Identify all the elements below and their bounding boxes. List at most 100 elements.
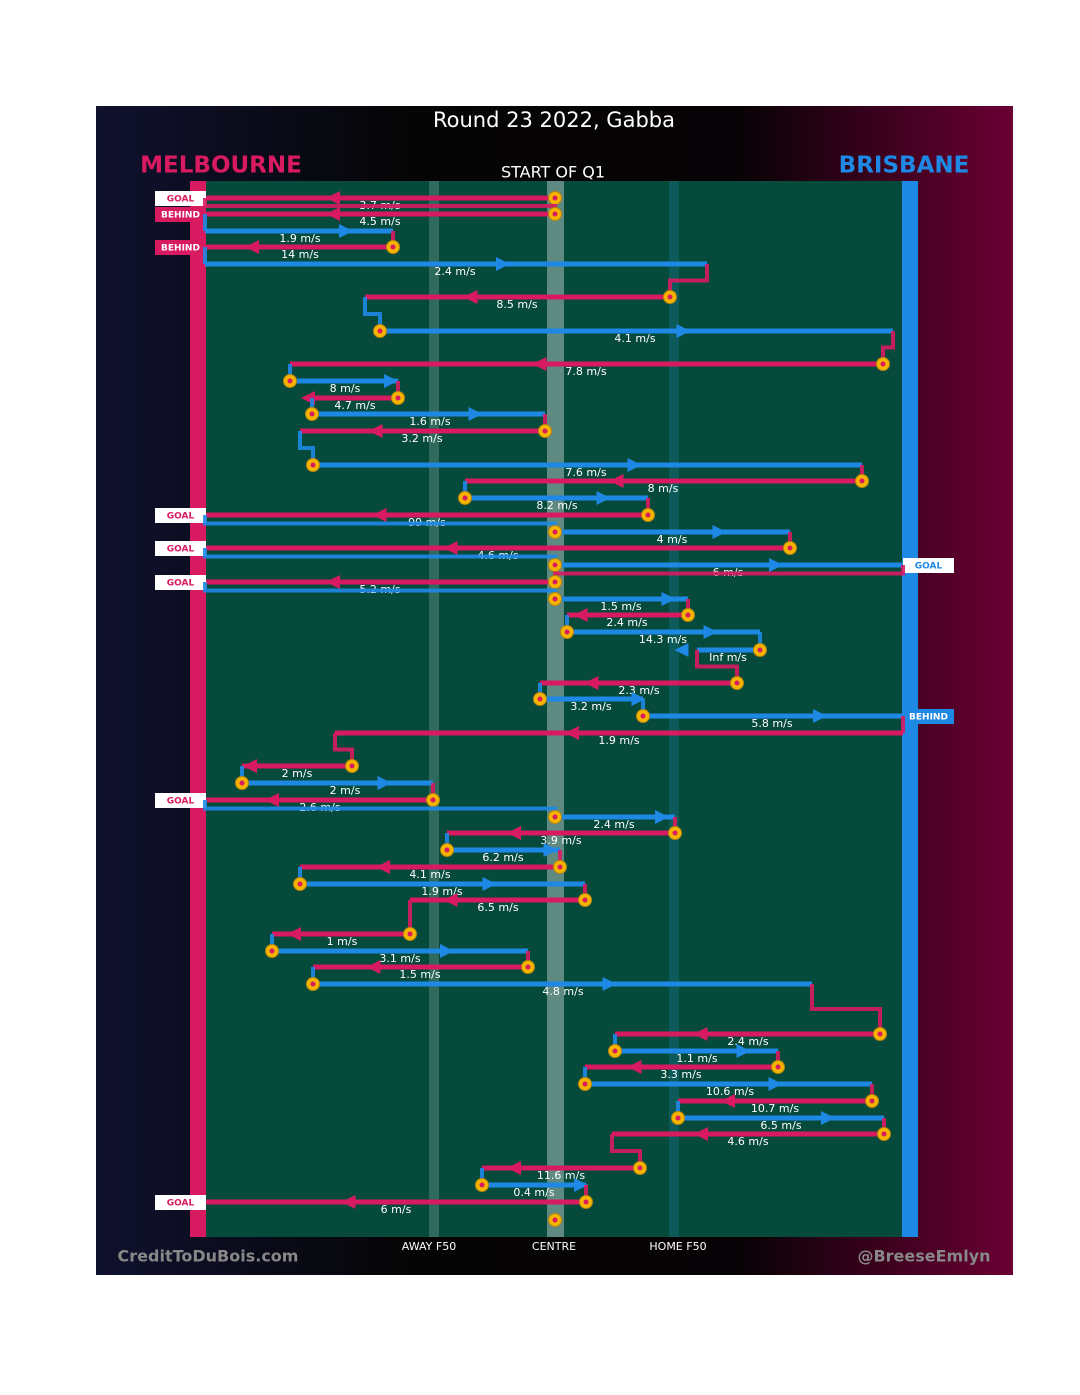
stoppage-dot bbox=[734, 680, 740, 686]
outcome-badge bbox=[155, 207, 206, 222]
outcome-label: BEHIND bbox=[161, 211, 200, 221]
stoppage-dot bbox=[269, 948, 275, 954]
stoppage-dot bbox=[775, 1064, 781, 1070]
stoppage-dot bbox=[672, 830, 678, 836]
stoppage-dot bbox=[552, 211, 558, 217]
stoppage-dot bbox=[287, 378, 293, 384]
arrow bbox=[468, 407, 483, 421]
arrow bbox=[602, 977, 617, 991]
speed-label: 6.5 m/s bbox=[477, 901, 518, 914]
stoppage-dot bbox=[667, 294, 673, 300]
stoppage-dot bbox=[297, 881, 303, 887]
stoppage-dot bbox=[645, 512, 651, 518]
arrow bbox=[703, 625, 718, 639]
stoppage-dot bbox=[552, 529, 558, 535]
arrow bbox=[712, 525, 727, 539]
speed-label: 8.2 m/s bbox=[536, 499, 577, 512]
arrow bbox=[440, 944, 454, 958]
subtitle: START OF Q1 bbox=[501, 163, 605, 182]
arrow bbox=[326, 191, 340, 205]
arrow bbox=[443, 893, 458, 907]
credit: @BreeseEmlyn bbox=[857, 1247, 990, 1266]
speed-label: 1.9 m/s bbox=[598, 734, 639, 747]
outcome-label: BEHIND bbox=[161, 244, 200, 254]
arrow bbox=[565, 726, 579, 740]
speed-label: 4.7 m/s bbox=[334, 399, 375, 412]
left-team: MELBOURNE bbox=[140, 153, 302, 179]
arrow bbox=[661, 592, 676, 606]
outcome-badge bbox=[155, 191, 206, 206]
speed-label: 0.4 m/s bbox=[513, 1186, 554, 1199]
speed-label: 1.9 m/s bbox=[279, 232, 320, 245]
speed-label: 2 m/s bbox=[282, 767, 313, 780]
speed-label: 4.8 m/s bbox=[542, 985, 583, 998]
speed-label: 8.5 m/s bbox=[496, 298, 537, 311]
arrow bbox=[631, 692, 646, 706]
stoppage-dot bbox=[637, 1165, 643, 1171]
arrow bbox=[813, 709, 827, 723]
arrow bbox=[596, 491, 611, 505]
connector bbox=[298, 431, 315, 465]
right-team: BRISBANE bbox=[839, 153, 970, 179]
speed-label: 2.3 m/s bbox=[618, 684, 659, 697]
speed-label: 3.1 m/s bbox=[379, 952, 420, 965]
speed-label: 3.3 m/s bbox=[660, 1068, 701, 1081]
speed-label: 11.6 m/s bbox=[537, 1169, 585, 1182]
stoppage-dot bbox=[444, 847, 450, 853]
stoppage-dot bbox=[880, 361, 886, 367]
arrow bbox=[609, 474, 624, 488]
speed-label: 2 m/s bbox=[330, 784, 361, 797]
speed-label: 10.6 m/s bbox=[706, 1085, 754, 1098]
credit: CreditToDuBois.com bbox=[118, 1247, 299, 1266]
outcome-label: BEHIND bbox=[909, 713, 948, 723]
home-f50-stripe bbox=[669, 181, 679, 1237]
speed-label: 3.2 m/s bbox=[570, 700, 611, 713]
arrow bbox=[627, 1060, 642, 1074]
speed-label: 6.5 m/s bbox=[760, 1119, 801, 1132]
arrow bbox=[341, 1195, 356, 1209]
arrow bbox=[693, 1027, 708, 1041]
speed-label: 2.4 m/s bbox=[593, 818, 634, 831]
outcome-label: GOAL bbox=[167, 195, 195, 205]
connector bbox=[363, 297, 382, 331]
connector bbox=[810, 984, 882, 1034]
stoppage-dot bbox=[552, 195, 558, 201]
speed-label: 3.9 m/s bbox=[540, 834, 581, 847]
arrow bbox=[543, 843, 558, 857]
outcome-badge bbox=[903, 709, 954, 724]
speed-label: 3.2 m/s bbox=[401, 432, 442, 445]
arrow bbox=[339, 224, 353, 238]
arrow bbox=[482, 877, 497, 891]
stoppage-dot bbox=[537, 696, 543, 702]
stoppage-dot bbox=[552, 1217, 558, 1223]
arrow bbox=[674, 643, 689, 657]
stoppage-dot bbox=[564, 629, 570, 635]
speed-label: 8 m/s bbox=[330, 382, 361, 395]
stoppage-dot bbox=[377, 328, 383, 334]
speed-label: 10.7 m/s bbox=[751, 1102, 799, 1115]
stoppage-dot bbox=[675, 1115, 681, 1121]
stoppage-dot bbox=[757, 647, 763, 653]
speed-label: 8 m/s bbox=[648, 482, 679, 495]
stoppage-dot bbox=[552, 596, 558, 602]
stoppage-dot bbox=[430, 797, 436, 803]
speed-label: 1.5 m/s bbox=[399, 968, 440, 981]
speed-label: 6.2 m/s bbox=[482, 851, 523, 864]
stoppage-dot bbox=[349, 763, 355, 769]
away-f50-stripe bbox=[429, 181, 439, 1237]
arrow bbox=[573, 608, 588, 622]
connector bbox=[695, 650, 739, 683]
stoppage-dot bbox=[582, 897, 588, 903]
stoppage-dot bbox=[395, 395, 401, 401]
arrow bbox=[265, 793, 279, 807]
outcome-badge bbox=[155, 508, 206, 523]
stoppage-dot bbox=[583, 1199, 589, 1205]
stoppage-dot bbox=[309, 411, 315, 417]
speed-label: 4 m/s bbox=[657, 533, 688, 546]
speed-label: 1.9 m/s bbox=[421, 885, 462, 898]
arrow bbox=[376, 860, 390, 874]
stoppage-dot bbox=[877, 1031, 883, 1037]
arrow bbox=[326, 575, 340, 589]
